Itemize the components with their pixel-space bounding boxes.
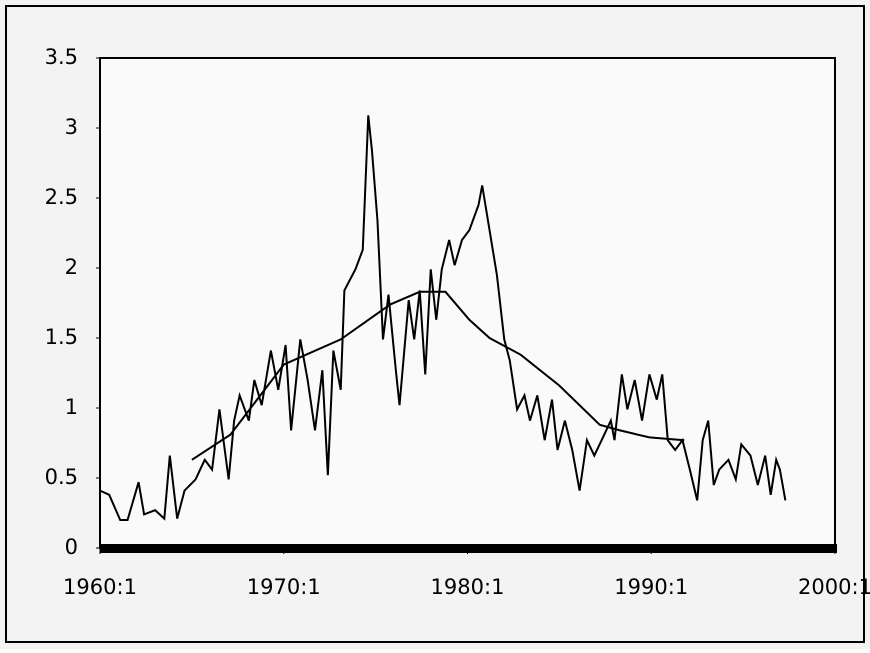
series-line xyxy=(99,115,787,521)
x-tick-label: 1990:1 xyxy=(614,575,688,599)
x-tick-label: 1960:1 xyxy=(63,575,137,599)
y-tick-label: 2.5 xyxy=(45,185,78,209)
x-tick-label: 2000:1 xyxy=(798,575,870,599)
plot-area xyxy=(99,115,787,521)
x-tick-label: 1970:1 xyxy=(247,575,321,599)
y-tick-label: 3.5 xyxy=(45,45,78,69)
y-tick-label: 0.5 xyxy=(45,465,78,489)
x-axis-bar xyxy=(100,544,837,553)
x-tick-label: 1980:1 xyxy=(431,575,505,599)
plot-frame xyxy=(99,57,836,549)
y-tick-label: 1.5 xyxy=(45,325,78,349)
y-tick-label: 3 xyxy=(65,115,78,139)
y-tick-label: 0 xyxy=(65,535,78,559)
series-line xyxy=(191,290,685,461)
outer-frame xyxy=(5,5,865,643)
y-tick-label: 1 xyxy=(65,395,78,419)
y-tick-label: 2 xyxy=(65,255,78,279)
